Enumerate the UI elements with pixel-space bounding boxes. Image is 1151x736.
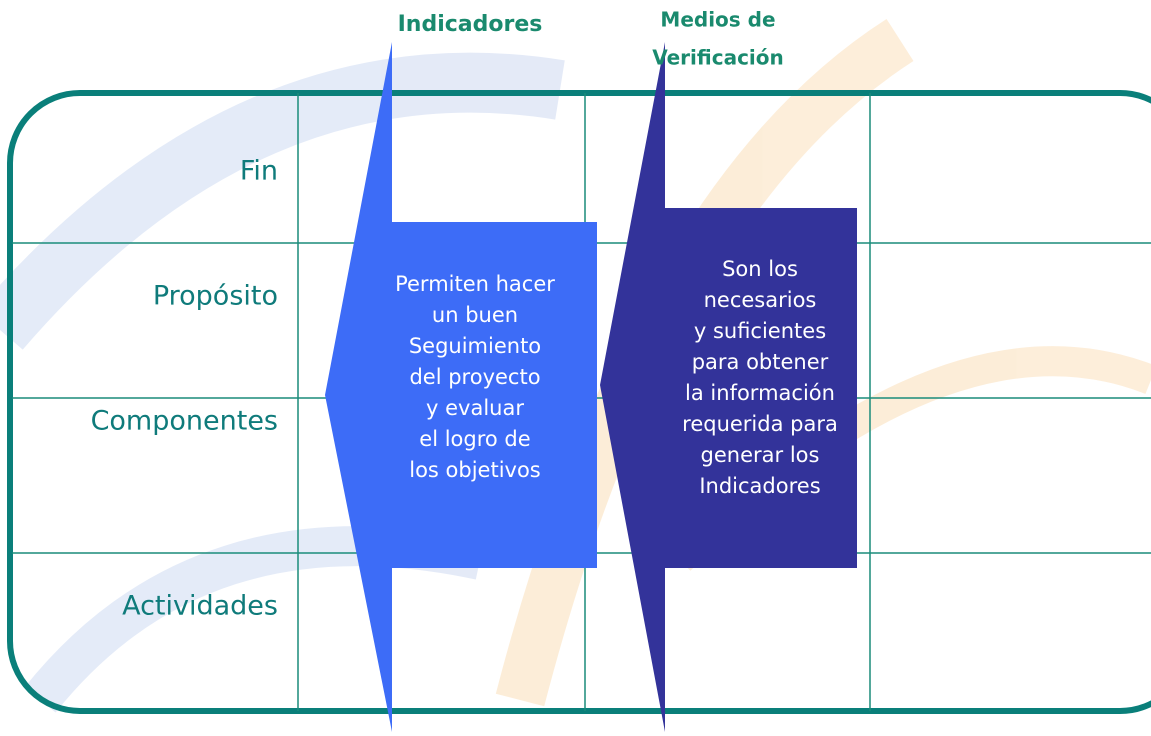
medios-text: Son los — [722, 257, 798, 281]
indicadores-text: y evaluar — [426, 396, 524, 420]
indicadores-text: Permiten hacer — [395, 272, 555, 296]
header: Verificación — [652, 46, 784, 70]
medios-arrow — [600, 42, 857, 732]
indicadores-text: del proyecto — [409, 365, 540, 389]
frame — [7, 90, 1151, 714]
indicadores-text: Seguimiento — [409, 334, 541, 358]
indicadores-text: los objetivos — [409, 458, 541, 482]
medios-text: generar los — [701, 443, 820, 467]
medios-text: necesarios — [704, 288, 817, 312]
header: Medios de — [660, 8, 775, 32]
medios-text: y suficientes — [694, 319, 826, 343]
row-label: Componentes — [91, 406, 278, 437]
medios-text: para obtener — [692, 350, 829, 374]
indicadores-text: el logro de — [419, 427, 530, 451]
swoosh — [0, 52, 565, 350]
indicadores-arrow — [325, 42, 597, 732]
medios-text: Indicadores — [699, 474, 820, 498]
indicadores-text: un buen — [432, 303, 518, 327]
header: Indicadores — [398, 12, 543, 37]
row-label: Propósito — [153, 281, 278, 312]
row-label: Fin — [240, 156, 278, 187]
medios-text: la información — [685, 381, 835, 405]
row-label: Actividades — [122, 591, 278, 622]
swoosh — [24, 526, 485, 713]
medios-text: requerida para — [682, 412, 838, 436]
